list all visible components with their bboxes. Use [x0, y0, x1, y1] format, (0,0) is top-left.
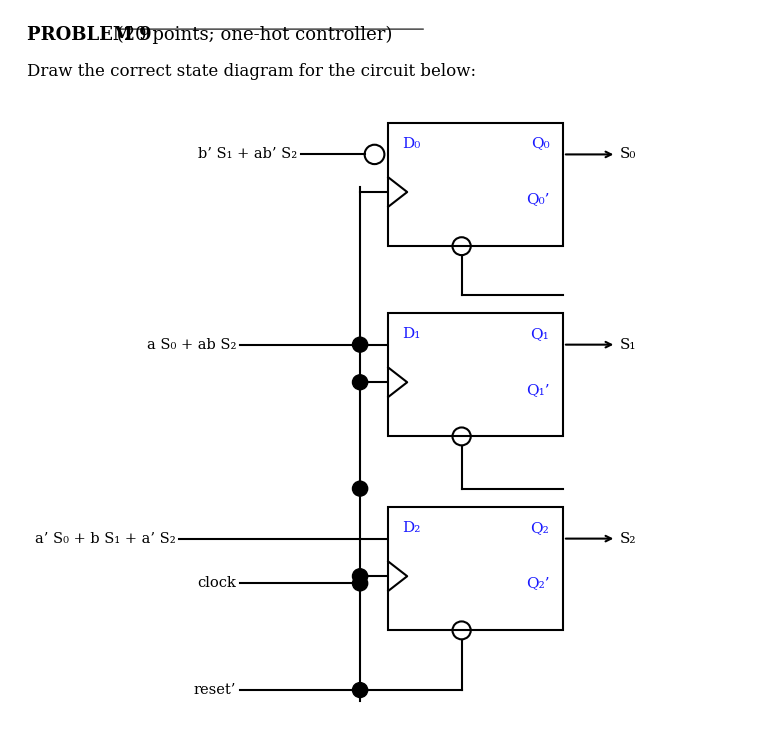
Text: S₀: S₀ [620, 148, 636, 161]
Text: (20 points; one-hot controller): (20 points; one-hot controller) [111, 26, 392, 44]
Text: a S₀ + ab S₂: a S₀ + ab S₂ [147, 338, 236, 351]
Text: D₂: D₂ [402, 521, 420, 535]
Text: Q₂: Q₂ [530, 521, 550, 535]
Text: Draw the correct state diagram for the circuit below:: Draw the correct state diagram for the c… [27, 63, 476, 81]
Text: S₁: S₁ [620, 338, 636, 351]
FancyBboxPatch shape [388, 123, 563, 246]
Circle shape [353, 481, 367, 496]
Text: Q₁’: Q₁’ [526, 383, 550, 397]
Text: Q₂’: Q₂’ [526, 577, 550, 591]
Circle shape [353, 576, 367, 591]
Circle shape [353, 683, 367, 698]
Text: Q₀: Q₀ [530, 137, 550, 151]
FancyBboxPatch shape [388, 507, 563, 630]
Text: Q₁: Q₁ [530, 327, 550, 341]
Text: S₂: S₂ [620, 532, 636, 545]
Text: D₁: D₁ [402, 327, 420, 341]
Text: D₀: D₀ [402, 137, 420, 151]
Text: reset’: reset’ [194, 683, 236, 697]
Text: b’ S₁ + ab’ S₂: b’ S₁ + ab’ S₂ [198, 148, 297, 161]
Text: clock: clock [198, 577, 236, 590]
Circle shape [353, 568, 367, 583]
Text: a’ S₀ + b S₁ + a’ S₂: a’ S₀ + b S₁ + a’ S₂ [35, 532, 175, 545]
Text: Q₀’: Q₀’ [526, 192, 550, 207]
FancyBboxPatch shape [388, 313, 563, 436]
Text: PROBLEM 9: PROBLEM 9 [27, 26, 152, 44]
Circle shape [353, 337, 367, 352]
Circle shape [353, 374, 367, 389]
